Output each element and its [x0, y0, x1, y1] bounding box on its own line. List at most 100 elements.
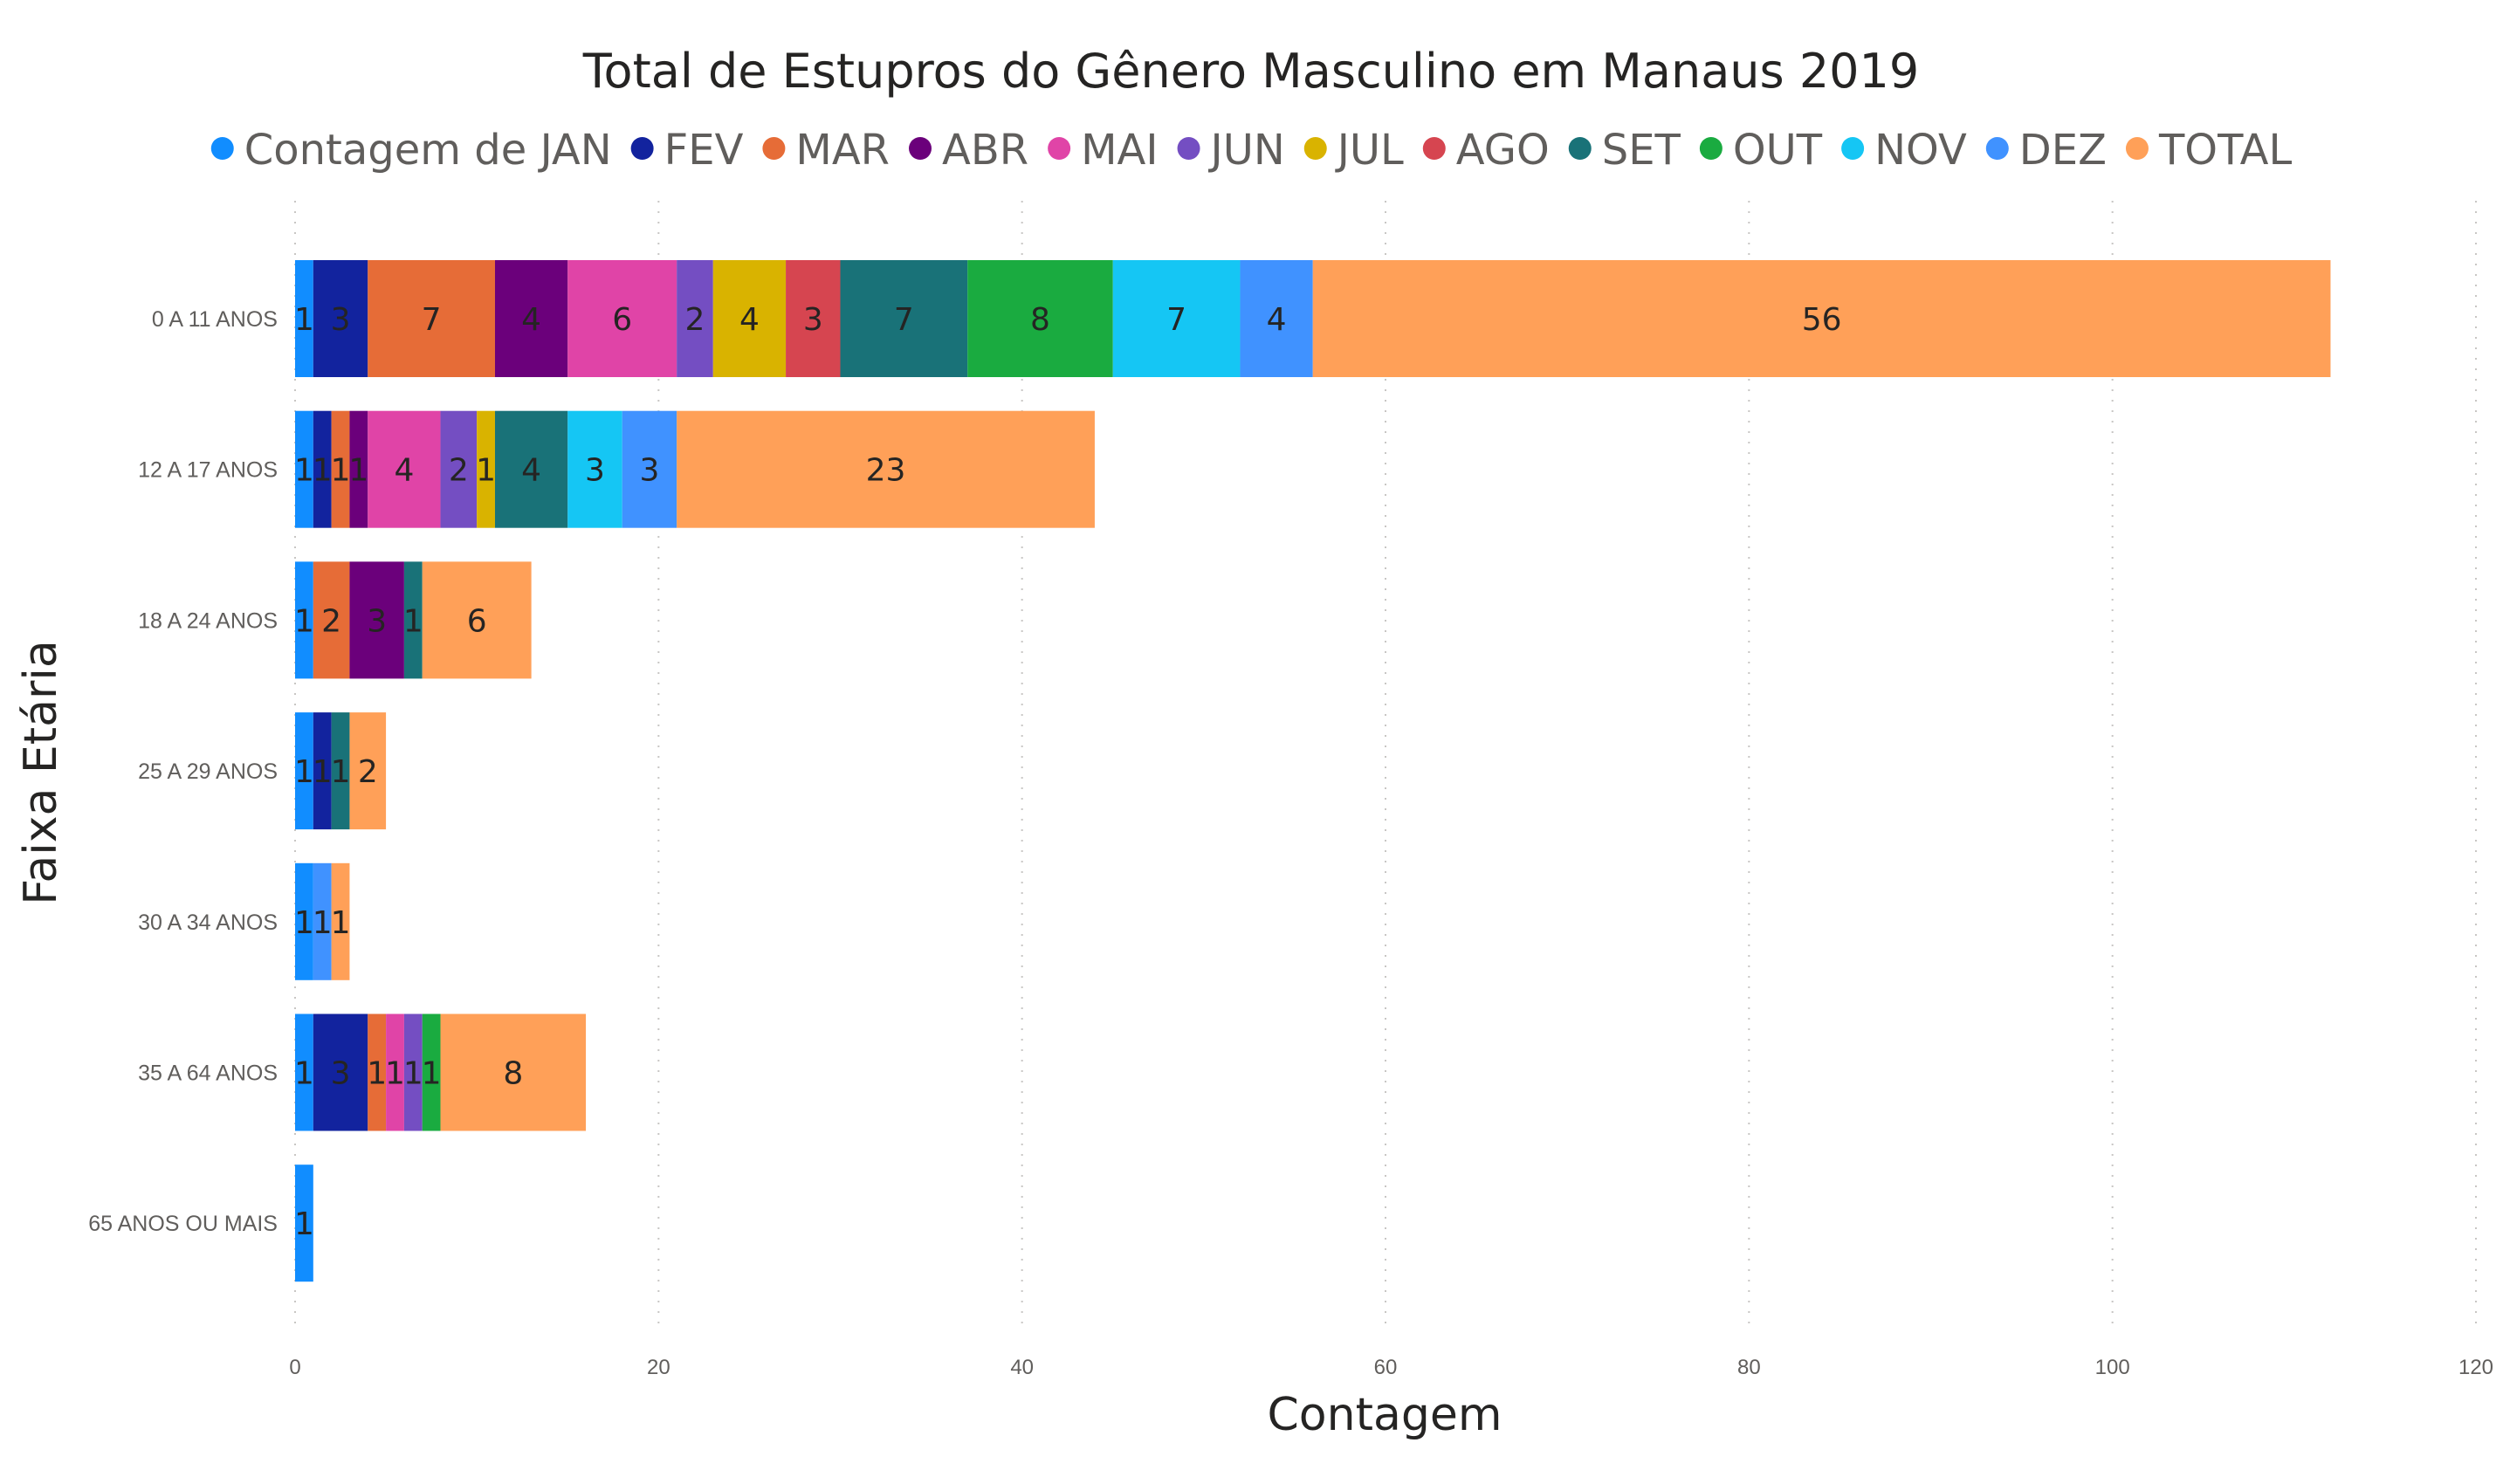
legend-label: OUT — [1733, 126, 1823, 175]
legend-marker — [1568, 137, 1592, 160]
data-label: 23 — [866, 453, 906, 489]
legend-item-mar: MAR — [762, 126, 890, 175]
data-label: 3 — [367, 603, 387, 639]
data-label: 1 — [422, 1056, 442, 1092]
bar-segment-set — [494, 410, 568, 528]
data-label: 1 — [403, 1056, 423, 1092]
y-category-label: 65 ANOS OU MAIS — [88, 1212, 278, 1236]
legend-label: MAR — [795, 126, 890, 175]
data-label: 2 — [321, 603, 341, 639]
data-label: 1 — [294, 302, 314, 338]
legend-label: ABR — [942, 126, 1028, 175]
bar-segment-total — [422, 561, 532, 679]
legend: Contagem de JAN FEV MAR ABR MAI JUN JUL AGO SET O… — [210, 126, 2293, 175]
legend-marker — [1422, 137, 1446, 160]
data-label: 1 — [313, 905, 333, 941]
legend-item-abr: ABR — [909, 126, 1028, 175]
data-label: 8 — [503, 1056, 523, 1092]
bar-segment-mai — [368, 410, 441, 528]
legend-marker — [1048, 137, 1071, 160]
legend-marker — [909, 137, 932, 160]
x-tick-label: 20 — [647, 1356, 670, 1379]
bar-segment-abr — [494, 260, 568, 377]
data-label: 7 — [894, 302, 914, 338]
legend-item-jul: JUL — [1303, 126, 1404, 175]
bar-segment-fev — [313, 712, 332, 830]
bar-segment-jun — [677, 260, 713, 377]
x-tick-label: 0 — [289, 1356, 300, 1379]
x-axis-ticks: 0 20 40 60 80 100 120 — [289, 1356, 2493, 1379]
bar-segment-dez — [313, 862, 332, 980]
legend-label: FEV — [664, 126, 744, 175]
legend-marker — [1177, 137, 1200, 160]
bar-segment-total — [331, 862, 350, 980]
x-tick-label: 100 — [2095, 1356, 2130, 1379]
data-label: 2 — [685, 302, 705, 338]
data-label: 1 — [385, 1056, 405, 1092]
bar-segment-jul — [477, 410, 495, 528]
bar-segment-jul — [712, 260, 787, 377]
data-label: 1 — [367, 1056, 387, 1092]
y-axis-title: Faixa Etária — [15, 640, 67, 904]
bar-segment-contagem-de-jan — [295, 410, 313, 528]
data-label: 4 — [521, 302, 541, 338]
data-label: 1 — [331, 453, 351, 489]
x-tick-label: 120 — [2458, 1356, 2493, 1379]
legend-item-set: SET — [1568, 126, 1681, 175]
bar-segment-total — [349, 712, 387, 830]
data-label: 1 — [348, 453, 368, 489]
bar-segment-mar — [368, 260, 495, 377]
legend-marker — [630, 137, 654, 160]
data-label: 2 — [449, 453, 469, 489]
data-label: 3 — [803, 302, 823, 338]
bar-segment-abr — [349, 410, 368, 528]
legend-label: MAI — [1081, 126, 1158, 175]
bar-segment-mai — [567, 260, 677, 377]
legend-label: Contagem de JAN — [244, 126, 612, 175]
legend-item-out: OUT — [1699, 126, 1823, 175]
legend-label: JUN — [1208, 126, 1285, 175]
legend-marker — [210, 137, 234, 160]
data-label: 4 — [394, 453, 414, 489]
legend-item-nov: NOV — [1841, 126, 1967, 175]
data-label: 1 — [294, 453, 314, 489]
x-axis-title: Contagem — [1268, 1389, 1502, 1441]
legend-label: SET — [1602, 126, 1681, 175]
y-category-label: 30 A 34 ANOS — [138, 910, 278, 935]
bar-segment-ago — [786, 260, 841, 377]
bar-segment-fev — [313, 410, 332, 528]
y-category-label: 18 A 24 ANOS — [138, 608, 278, 633]
data-label: 3 — [585, 453, 605, 489]
data-label: 3 — [639, 453, 659, 489]
legend-item-dez: DEZ — [1985, 126, 2107, 175]
data-label: 6 — [612, 302, 632, 338]
legend-marker — [2125, 137, 2149, 160]
bar-segment-mar — [368, 1013, 387, 1131]
legend-item-total: TOTAL — [2125, 126, 2293, 175]
bar-segment-contagem-de-jan — [295, 1165, 313, 1282]
legend-item-jun: JUN — [1177, 126, 1285, 175]
data-label: 1 — [403, 603, 423, 639]
bar-segment-out — [422, 1013, 441, 1131]
legend-marker — [1303, 137, 1327, 160]
bar-segment-contagem-de-jan — [295, 1013, 313, 1131]
data-label: 1 — [294, 754, 314, 790]
data-label: 1 — [313, 453, 333, 489]
data-label: 4 — [521, 453, 541, 489]
legend-marker — [1841, 137, 1865, 160]
legend-marker — [762, 137, 786, 160]
bar-segment-contagem-de-jan — [295, 712, 313, 830]
data-label: 4 — [1267, 302, 1287, 338]
bar-segment-mai — [386, 1013, 404, 1131]
bar-segment-total — [677, 410, 1095, 528]
bar-segment-total — [1312, 260, 2331, 377]
bar-segment-set — [840, 260, 968, 377]
data-label: 1 — [331, 754, 351, 790]
bar-segment-contagem-de-jan — [295, 260, 313, 377]
data-label: 8 — [1030, 302, 1050, 338]
data-label: 2 — [358, 754, 378, 790]
legend-label: DEZ — [2019, 126, 2107, 175]
bar-segment-fev — [313, 260, 368, 377]
legend-label: TOTAL — [2158, 126, 2293, 175]
